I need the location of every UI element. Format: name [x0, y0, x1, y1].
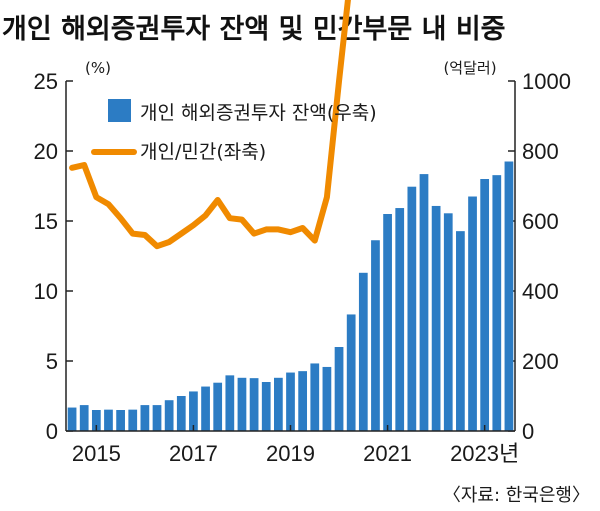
bar-series	[67, 161, 514, 431]
x-axis-ticks: 2015 2017 2019 2021 2023년	[72, 425, 519, 466]
left-axis-unit: (%)	[85, 59, 111, 77]
bar	[128, 409, 138, 431]
bar	[79, 405, 89, 431]
bar	[468, 196, 477, 431]
bar	[492, 175, 502, 431]
bar	[310, 363, 320, 431]
bar	[91, 410, 101, 431]
bar	[237, 377, 247, 431]
bar	[152, 405, 162, 431]
bar	[189, 391, 198, 431]
legend-line-label: 개인/민간(좌축)	[140, 141, 266, 163]
bar	[395, 208, 405, 431]
bar	[261, 382, 271, 431]
legend-bar-label: 개인 해외증권투자 잔액(우축)	[140, 102, 377, 124]
chart-title: 개인 해외증권투자 잔액 및 민간부문 내 비중	[2, 14, 506, 45]
bar	[274, 377, 283, 431]
bar	[116, 410, 125, 431]
x-tick-label: 2019	[266, 441, 315, 466]
x-tick-label: 2023년	[450, 441, 519, 466]
right-tick-label: 800	[522, 139, 559, 164]
bar	[443, 213, 453, 431]
bar	[164, 400, 174, 431]
bar	[249, 378, 259, 431]
bar	[140, 405, 150, 431]
legend: 개인 해외증권투자 잔액(우축) 개인/민간(좌축)	[91, 99, 377, 163]
bar	[176, 396, 186, 431]
bar	[371, 240, 380, 431]
left-tick-label: 25	[34, 69, 58, 94]
bar	[104, 409, 113, 431]
left-tick-label: 15	[34, 209, 58, 234]
right-tick-label: 200	[522, 349, 559, 374]
source-note: 〈자료: 한국은행〉	[443, 485, 590, 506]
bar	[358, 272, 368, 431]
bar	[504, 161, 514, 431]
left-tick-label: 10	[34, 279, 58, 304]
right-axis-ticks: 1000 800 600 400 200 0	[508, 69, 571, 444]
bar	[334, 347, 344, 431]
x-tick-label: 2021	[363, 441, 412, 466]
left-tick-label: 0	[46, 419, 58, 444]
x-tick-label: 2017	[169, 441, 218, 466]
left-tick-label: 5	[46, 349, 58, 374]
right-tick-label: 600	[522, 209, 559, 234]
legend-bar-swatch	[108, 99, 131, 122]
right-axis-unit: (억달러)	[443, 59, 496, 77]
bar	[201, 386, 210, 431]
x-tick-label: 2015	[72, 441, 121, 466]
bar	[286, 372, 295, 431]
bar	[419, 174, 429, 431]
right-tick-label: 0	[522, 419, 534, 444]
bar	[456, 231, 465, 431]
bar	[67, 407, 77, 431]
bar	[225, 375, 235, 431]
bar	[322, 366, 332, 431]
bar	[480, 179, 490, 431]
bar	[407, 186, 417, 431]
line-series	[69, 0, 351, 250]
right-tick-label: 1000	[522, 69, 571, 94]
bar	[383, 214, 392, 431]
bar	[346, 314, 356, 431]
bar	[431, 205, 441, 431]
left-tick-label: 20	[34, 139, 58, 164]
left-axis-ticks: 25 20 15 10 5 0	[34, 69, 73, 444]
right-tick-label: 400	[522, 279, 559, 304]
bar	[213, 382, 223, 431]
bar	[298, 371, 308, 431]
